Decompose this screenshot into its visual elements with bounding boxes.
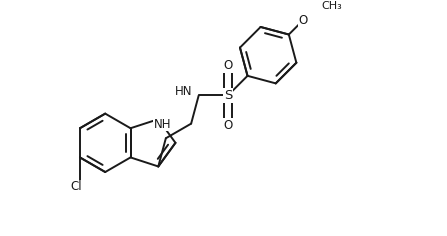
Text: CH₃: CH₃: [321, 1, 342, 11]
Text: O: O: [224, 119, 232, 132]
Text: S: S: [224, 89, 232, 102]
Text: Cl: Cl: [70, 180, 82, 193]
Text: O: O: [224, 59, 232, 72]
Text: HN: HN: [174, 85, 192, 98]
Text: O: O: [299, 13, 308, 27]
Text: NH: NH: [153, 118, 171, 131]
